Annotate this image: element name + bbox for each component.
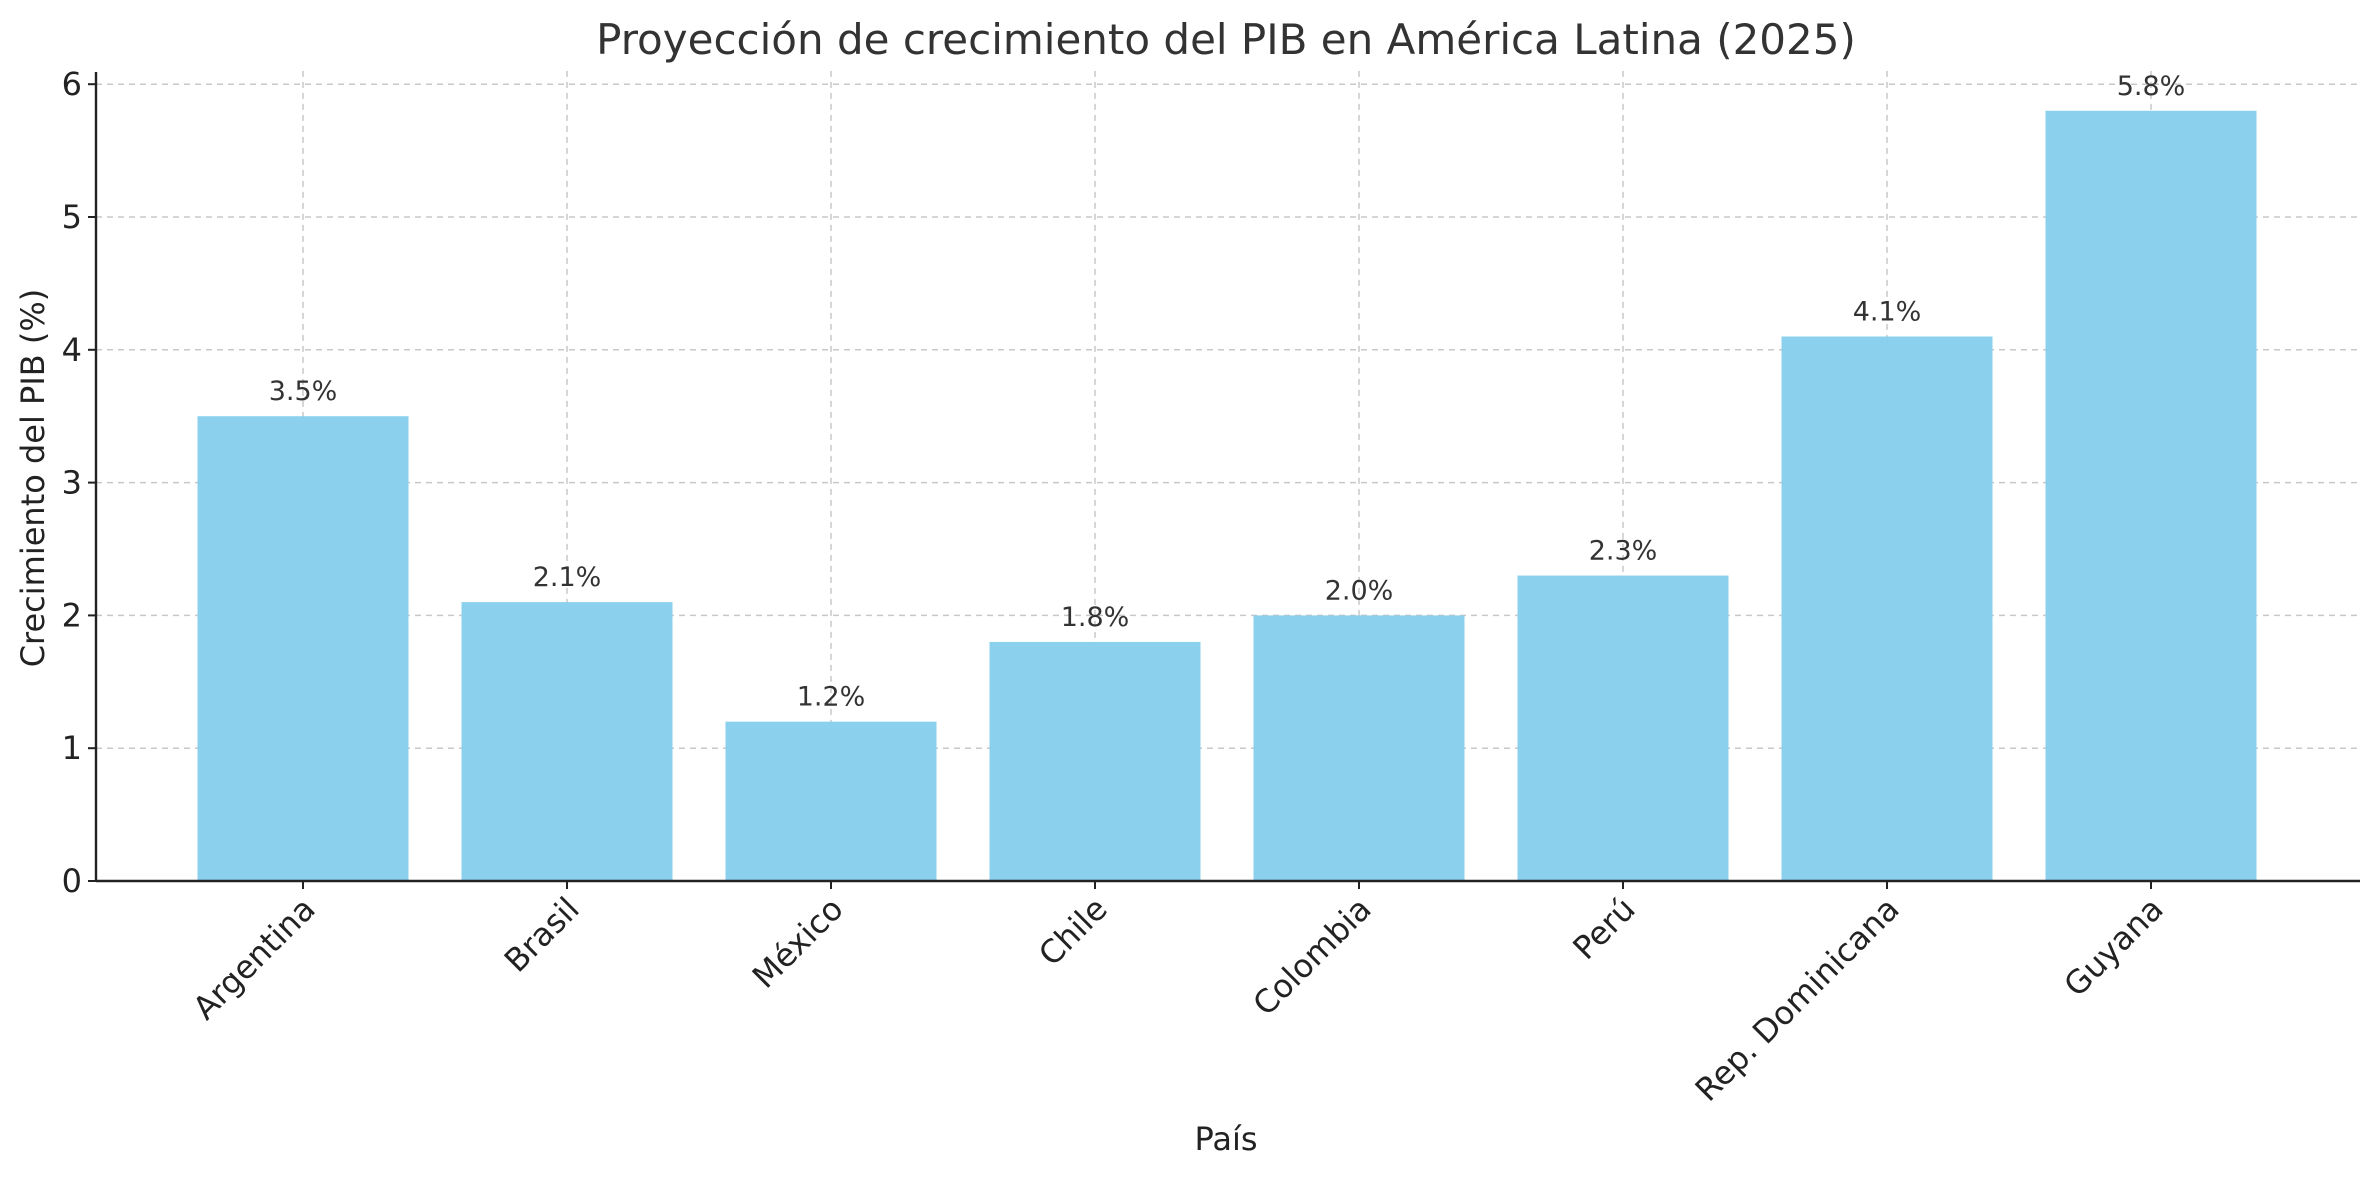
grid (96, 70, 2360, 882)
y-tick-label: 1 (62, 729, 82, 767)
x-tick-label: Colombia (1245, 890, 1378, 1023)
y-axis-label: Crecimiento del PIB (%) (14, 289, 52, 668)
data-label: 3.5% (269, 376, 338, 407)
x-tick-label: México (745, 890, 851, 996)
x-tick-label: Perú (1565, 890, 1642, 967)
x-tick-label: Brasil (497, 890, 587, 980)
x-tick-label: Guyana (2056, 890, 2170, 1004)
data-label: 2.1% (533, 562, 602, 593)
data-labels: 3.5% 2.1% 1.2% 1.8% 2.0% 2.3% 4.1% 5.8% (269, 71, 2186, 713)
y-tick-label: 2 (62, 596, 82, 634)
y-tick-label: 6 (62, 65, 82, 103)
bars (197, 110, 2257, 881)
x-ticks: Argentina Brasil México Chile Colombia Perú Re… (185, 881, 2171, 1109)
y-tick-label: 0 (62, 862, 82, 900)
axes (94, 72, 2360, 883)
x-tick-label: Argentina (185, 890, 322, 1027)
bar (1781, 336, 1993, 881)
data-label: 1.8% (1061, 602, 1130, 633)
data-label: 1.2% (797, 682, 866, 713)
data-label: 2.0% (1325, 575, 1394, 606)
y-tick-label: 5 (62, 198, 82, 236)
data-label: 2.3% (1589, 536, 1658, 567)
x-tick-label: Chile (1031, 890, 1115, 974)
bar (989, 641, 1201, 881)
bar (197, 416, 409, 881)
bar (1253, 615, 1465, 881)
data-label: 4.1% (1853, 297, 1922, 328)
y-tick-label: 4 (62, 331, 82, 369)
data-label: 5.8% (2117, 71, 2186, 102)
x-tick-label: Rep. Dominicana (1688, 890, 1907, 1109)
bar (1517, 575, 1729, 881)
bar (461, 602, 673, 881)
x-axis-label: País (1194, 1120, 1257, 1158)
chart-title: Proyección de crecimiento del PIB en Amé… (596, 15, 1856, 64)
y-ticks: 0 1 2 3 4 5 6 (62, 65, 96, 900)
bar (2045, 110, 2257, 881)
bar (725, 721, 937, 881)
y-tick-label: 3 (62, 464, 82, 502)
